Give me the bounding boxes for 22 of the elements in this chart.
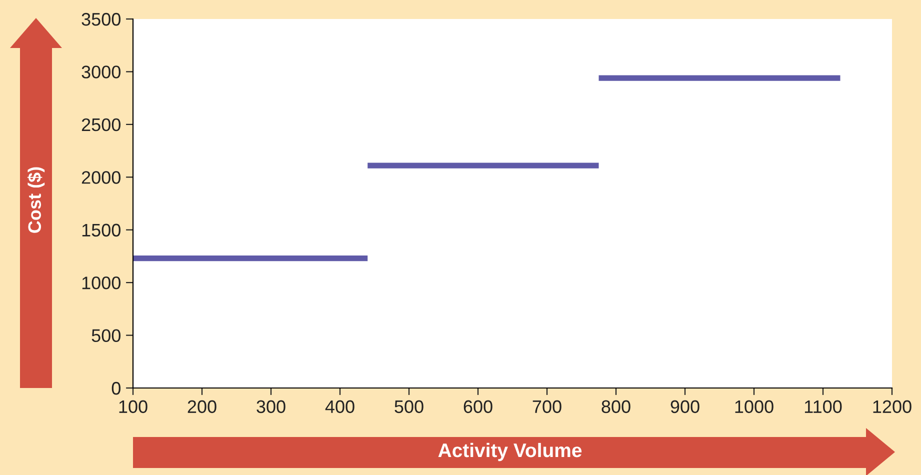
x-tick-label: 1200	[873, 400, 912, 414]
x-tick-label: 400	[325, 400, 354, 414]
y-tick-label: 0	[112, 382, 120, 395]
x-tick-label: 500	[394, 400, 424, 414]
y-tick-label: 3000	[82, 66, 120, 78]
y-tick-label: 500	[92, 329, 120, 342]
x-tick-label: 1100	[804, 400, 842, 414]
x-tick-label: 300	[256, 400, 286, 414]
y-tick-label: 3500	[82, 12, 120, 26]
y-tick-label: 2500	[82, 118, 120, 132]
x-tick-label: 200	[188, 400, 216, 414]
x-tick-label: 600	[464, 400, 492, 414]
x-tick-label: 900	[670, 400, 700, 414]
x-tick-label: 700	[532, 400, 562, 414]
x-tick-label: 800	[602, 400, 630, 414]
x-axis-title: Activity Volume	[438, 442, 582, 462]
y-axis-title: Cost ($)	[27, 167, 45, 233]
x-tick-label: 1000	[735, 400, 774, 414]
y-tick-label: 1500	[82, 224, 120, 237]
x-tick-label: 100	[119, 400, 148, 414]
y-tick-label: 2000	[82, 171, 120, 184]
y-tick-label: 1000	[82, 276, 120, 290]
